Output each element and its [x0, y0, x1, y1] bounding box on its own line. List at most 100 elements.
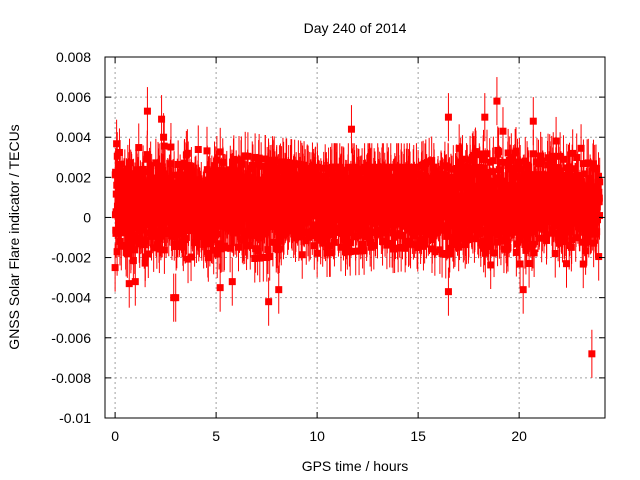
data-point: [275, 222, 283, 230]
data-point: [173, 194, 181, 202]
data-point: [401, 244, 409, 252]
data-point: [226, 166, 234, 174]
data-point: [187, 167, 195, 175]
data-point: [375, 206, 383, 214]
data-point: [422, 209, 430, 217]
data-point: [223, 171, 231, 179]
data-point: [139, 226, 147, 234]
data-point: [215, 173, 223, 181]
data-point: [335, 225, 343, 233]
data-point: [267, 212, 275, 220]
data-point: [378, 168, 386, 176]
data-point: [366, 239, 374, 247]
data-point: [409, 169, 417, 177]
data-point: [453, 228, 461, 236]
data-point: [307, 205, 315, 213]
data-point: [220, 242, 228, 250]
data-point: [192, 176, 200, 184]
data-point: [329, 197, 337, 205]
data-point: [127, 242, 135, 250]
data-point: [436, 246, 444, 254]
data-point: [209, 236, 217, 244]
data-point: [431, 248, 439, 256]
data-point: [336, 200, 344, 208]
data-point: [168, 228, 176, 236]
data-point: [245, 204, 253, 212]
data-point: [384, 167, 392, 175]
data-point: [283, 158, 291, 166]
data-point: [189, 197, 197, 205]
data-point: [297, 227, 305, 235]
data-point: [275, 193, 283, 201]
data-point: [409, 210, 417, 218]
data-point: [453, 177, 461, 185]
data-point: [140, 178, 148, 186]
data-point: [444, 231, 452, 239]
data-point: [451, 237, 459, 245]
data-point: [179, 192, 187, 200]
data-point: [113, 140, 121, 148]
data-point: [219, 167, 227, 175]
data-point: [419, 242, 427, 250]
data-point: [166, 160, 174, 168]
data-point: [398, 231, 406, 239]
data-point: [420, 179, 428, 187]
data-point: [260, 215, 268, 223]
data-point: [216, 148, 224, 156]
data-point: [114, 175, 122, 183]
data-point: [387, 163, 395, 171]
data-point: [171, 216, 179, 224]
data-point: [235, 211, 243, 219]
data-point: [449, 234, 457, 242]
data-point: [164, 179, 172, 187]
data-point: [356, 211, 364, 219]
data-point: [269, 238, 277, 246]
data-point: [291, 160, 299, 168]
data-point: [373, 216, 381, 224]
data-point: [347, 229, 355, 237]
data-point: [400, 186, 408, 194]
data-point: [213, 222, 221, 230]
data-point: [217, 210, 225, 218]
data-point: [381, 206, 389, 214]
data-point: [311, 180, 319, 188]
data-point: [263, 191, 271, 199]
data-point: [391, 221, 399, 229]
data-point: [367, 206, 375, 214]
data-point: [326, 249, 334, 257]
data-point: [438, 211, 446, 219]
data-point: [303, 207, 311, 215]
data-point: [274, 174, 282, 182]
data-point: [288, 223, 296, 231]
data-point: [376, 173, 384, 181]
data-point: [438, 249, 446, 257]
data-point: [420, 205, 428, 213]
data-point: [331, 227, 339, 235]
data-point: [199, 200, 207, 208]
data-point: [308, 163, 316, 171]
data-point: [211, 187, 219, 195]
data-point: [272, 187, 280, 195]
data-point: [440, 179, 448, 187]
data-point: [346, 238, 354, 246]
data-point: [203, 147, 211, 155]
data-point: [214, 230, 222, 238]
data-point: [297, 232, 305, 240]
data-point: [352, 233, 360, 241]
data-point: [144, 250, 152, 258]
data-point: [167, 175, 175, 183]
data-point: [368, 163, 376, 171]
data-point: [434, 197, 442, 205]
data-point: [434, 176, 442, 184]
data-point: [400, 174, 408, 182]
data-point: [172, 210, 180, 218]
data-point: [459, 155, 467, 163]
data-point: [458, 163, 466, 171]
data-point: [212, 167, 220, 175]
data-point: [137, 194, 145, 202]
data-point: [136, 240, 144, 248]
data-point: [366, 178, 374, 186]
data-point: [371, 172, 379, 180]
data-point: [120, 229, 128, 237]
data-point: [210, 199, 218, 207]
